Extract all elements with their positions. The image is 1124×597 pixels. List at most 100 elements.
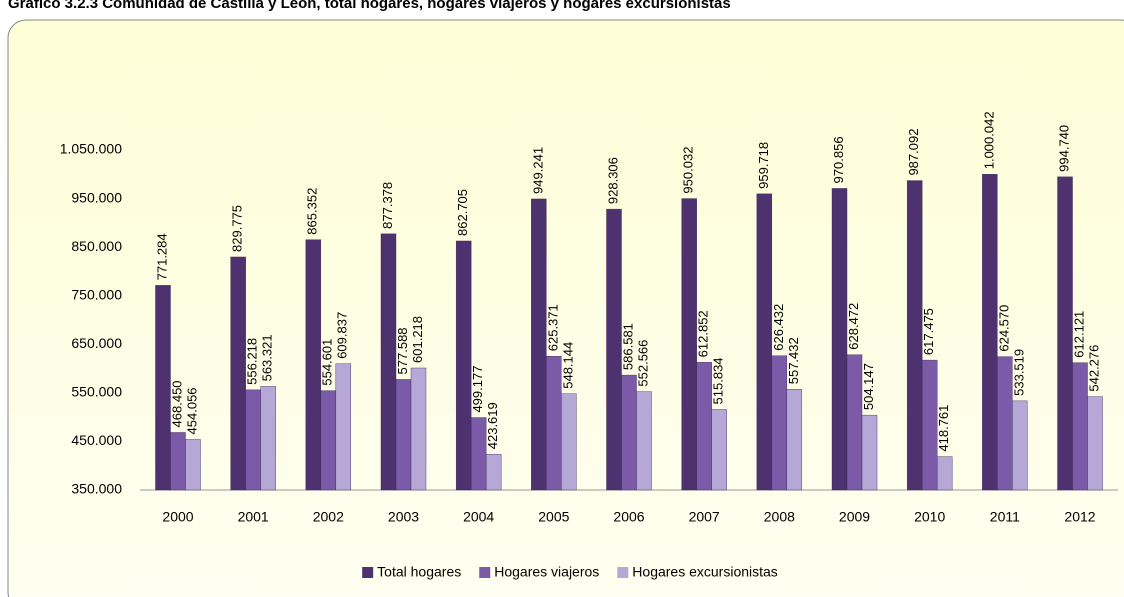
data-label: 625.371 (545, 304, 560, 351)
bar (711, 409, 727, 491)
bar (681, 198, 697, 491)
bar (621, 374, 637, 491)
data-label: 928.306 (605, 157, 620, 204)
data-label: 454.056 (184, 387, 199, 434)
y-tick-label: 350.000 (71, 481, 122, 497)
legend-swatch (617, 567, 629, 578)
bar (260, 386, 276, 491)
y-tick-label: 750.000 (71, 286, 122, 302)
bar (906, 180, 923, 491)
x-tick-label: 2004 (463, 509, 494, 525)
bar (936, 456, 953, 491)
data-label: 877.378 (380, 182, 395, 229)
bar (1072, 362, 1088, 491)
y-tick-label: 950.000 (71, 189, 122, 205)
legend-label: Hogares excursionistas (632, 564, 778, 580)
data-label: 628.472 (846, 303, 861, 350)
bar (846, 354, 863, 491)
data-label: 577.588 (395, 327, 410, 374)
bar (786, 389, 803, 491)
x-tick-label: 2008 (764, 509, 795, 525)
bar (305, 239, 322, 491)
bar (245, 389, 261, 491)
data-label: 970.856 (831, 136, 846, 183)
data-label: 829.775 (230, 205, 245, 252)
x-tick-label: 2011 (990, 509, 1020, 525)
bar (230, 256, 246, 491)
data-label: 423.619 (485, 402, 500, 449)
data-label: 609.837 (335, 312, 350, 359)
data-label: 771.284 (154, 233, 169, 280)
y-tick-label: 850.000 (71, 238, 122, 254)
y-tick-label: 650.000 (71, 335, 122, 351)
legend-swatch (362, 567, 374, 578)
x-tick-label: 2003 (388, 509, 419, 525)
data-label: 586.581 (620, 323, 635, 370)
bar (561, 393, 577, 491)
x-tick-label: 2002 (313, 509, 344, 525)
data-label: 862.705 (455, 189, 470, 236)
bar (921, 359, 938, 491)
x-tick-label: 2009 (839, 509, 870, 525)
data-label: 994.740 (1056, 125, 1071, 172)
y-tick-label: 550.000 (71, 384, 122, 400)
bar (395, 379, 412, 491)
data-label: 950.032 (681, 147, 696, 194)
x-tick-label: 2007 (689, 509, 720, 525)
legend-label: Total hogares (377, 564, 461, 580)
bar (1087, 396, 1103, 491)
bar (606, 208, 622, 491)
bar (771, 355, 788, 491)
bar (696, 362, 712, 491)
bar (831, 188, 848, 491)
x-tick-label: 2010 (914, 509, 945, 525)
data-label: 617.475 (921, 308, 936, 355)
data-label: 468.450 (169, 380, 184, 427)
bar (185, 439, 201, 491)
x-tick-label: 2000 (162, 509, 193, 525)
bar (982, 174, 998, 491)
data-label: 418.761 (936, 405, 951, 452)
data-label: 1.000.042 (981, 111, 996, 169)
chart-title: Gráfico 3.2.3 Comunidad de Castilla y Le… (8, 0, 731, 12)
legend-label: Hogares viajeros (494, 564, 599, 580)
data-label: 556.218 (245, 338, 260, 385)
y-tick-label: 450.000 (71, 432, 122, 448)
data-label: 563.321 (260, 334, 275, 381)
data-label: 542.276 (1086, 345, 1101, 392)
legend-swatch (479, 567, 491, 578)
bar (636, 391, 652, 491)
data-label: 949.241 (530, 147, 545, 194)
bar (1012, 400, 1028, 491)
x-tick-label: 2005 (538, 509, 569, 525)
data-label: 987.092 (906, 129, 921, 176)
data-label: 601.218 (410, 316, 425, 363)
data-label: 624.570 (996, 305, 1011, 352)
bar (756, 193, 773, 491)
bar (485, 454, 502, 491)
bar (1057, 176, 1073, 491)
bar (155, 285, 171, 491)
data-label: 515.834 (711, 357, 726, 404)
bar (861, 414, 878, 491)
x-tick-label: 2006 (613, 509, 644, 525)
bar (410, 367, 427, 491)
data-label: 865.352 (305, 188, 320, 235)
data-label: 612.121 (1071, 311, 1086, 358)
bar (470, 417, 487, 491)
x-tick-label: 2012 (1064, 509, 1095, 525)
data-label: 548.144 (560, 342, 575, 389)
data-label: 533.519 (1011, 349, 1026, 396)
bar (531, 198, 547, 491)
bar (455, 240, 472, 491)
data-label: 626.432 (771, 304, 786, 351)
x-tick-label: 2001 (238, 509, 269, 525)
data-label: 557.432 (786, 337, 801, 384)
data-label: 959.718 (756, 142, 771, 189)
data-label: 612.852 (696, 310, 711, 357)
data-label: 499.177 (470, 366, 485, 413)
data-label: 552.566 (635, 340, 650, 387)
bar (170, 432, 186, 491)
bar (997, 356, 1013, 491)
